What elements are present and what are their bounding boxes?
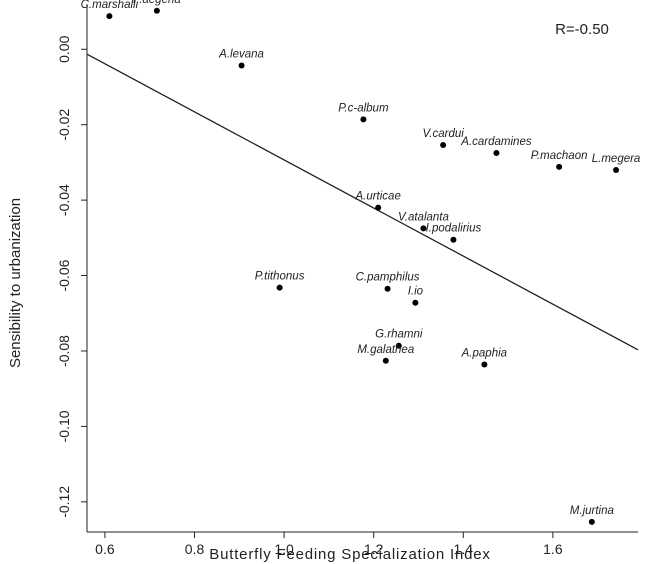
y-tick-label: -0.12 (56, 486, 72, 518)
data-point (493, 149, 500, 156)
x-tick-label: 0.8 (185, 541, 205, 557)
data-point (276, 284, 283, 291)
point-label: G.rhamni (375, 329, 423, 341)
point-label: M.jurtina (570, 505, 614, 517)
data-point (375, 204, 382, 211)
point-label: A.paphia (461, 348, 507, 360)
point-label: C.marshalli (81, 0, 139, 11)
y-axis-title: Sensibility to urbanization (7, 198, 24, 368)
data-point (440, 142, 447, 149)
y-tick-label: -0.10 (56, 410, 72, 442)
regression-line (86, 53, 639, 351)
x-tick-label: 1.0 (274, 541, 294, 557)
y-tick-label: -0.02 (56, 109, 72, 141)
x-axis-title: Butterfly Feeding Specialization Index (209, 546, 490, 563)
y-tick-label: -0.04 (56, 184, 72, 216)
point-label: P.aegeria (133, 0, 181, 6)
point-label: A.levana (218, 48, 264, 60)
data-point (420, 225, 427, 232)
data-point (588, 518, 595, 525)
data-point (556, 163, 563, 170)
point-label: I.io (408, 286, 424, 298)
y-tick-label: -0.08 (56, 335, 72, 367)
axes: 0.6 0.8 1.0 1.2 1.4 1.6 0.00 -0.02 -0.04 -0.06 -0.… (56, 4, 638, 557)
data-point (382, 357, 389, 364)
x-tick-label: 1.2 (364, 541, 384, 557)
data-point (613, 166, 620, 173)
point-label: P.tithonus (255, 271, 305, 283)
data-point (360, 116, 367, 123)
point-label: V.cardui (422, 128, 464, 140)
point-label: M.galathea (357, 344, 414, 356)
data-point (412, 299, 419, 306)
point-label: I.podalirius (426, 223, 482, 235)
point-label: A.urticae (354, 191, 400, 203)
point-label: P.c-album (338, 102, 389, 114)
data-point (450, 236, 457, 243)
data-point (384, 285, 391, 292)
x-tick-label: 0.6 (95, 541, 115, 557)
data-point (106, 13, 113, 20)
data-point (395, 342, 402, 349)
data-point (238, 62, 245, 69)
data-point (481, 361, 488, 368)
x-tick-label: 1.6 (543, 541, 563, 557)
point-label: V.atalanta (398, 211, 449, 223)
point-label: C.pamphilus (356, 272, 420, 284)
points-layer (106, 7, 620, 525)
point-label: L.megera (592, 153, 641, 165)
point-labels-layer: C.marshalliP.aegeria A.levana P.c-album V.c… (81, 0, 641, 517)
x-tick-label: 1.4 (454, 541, 474, 557)
data-point (153, 7, 160, 14)
point-label: A.cardamines (460, 136, 532, 148)
correlation-annotation: R=-0.50 (555, 21, 609, 38)
point-label: P.machaon (531, 150, 588, 162)
y-tick-label: -0.06 (56, 259, 72, 291)
y-tick-label: 0.00 (56, 35, 72, 62)
regression-line-layer (86, 53, 639, 351)
